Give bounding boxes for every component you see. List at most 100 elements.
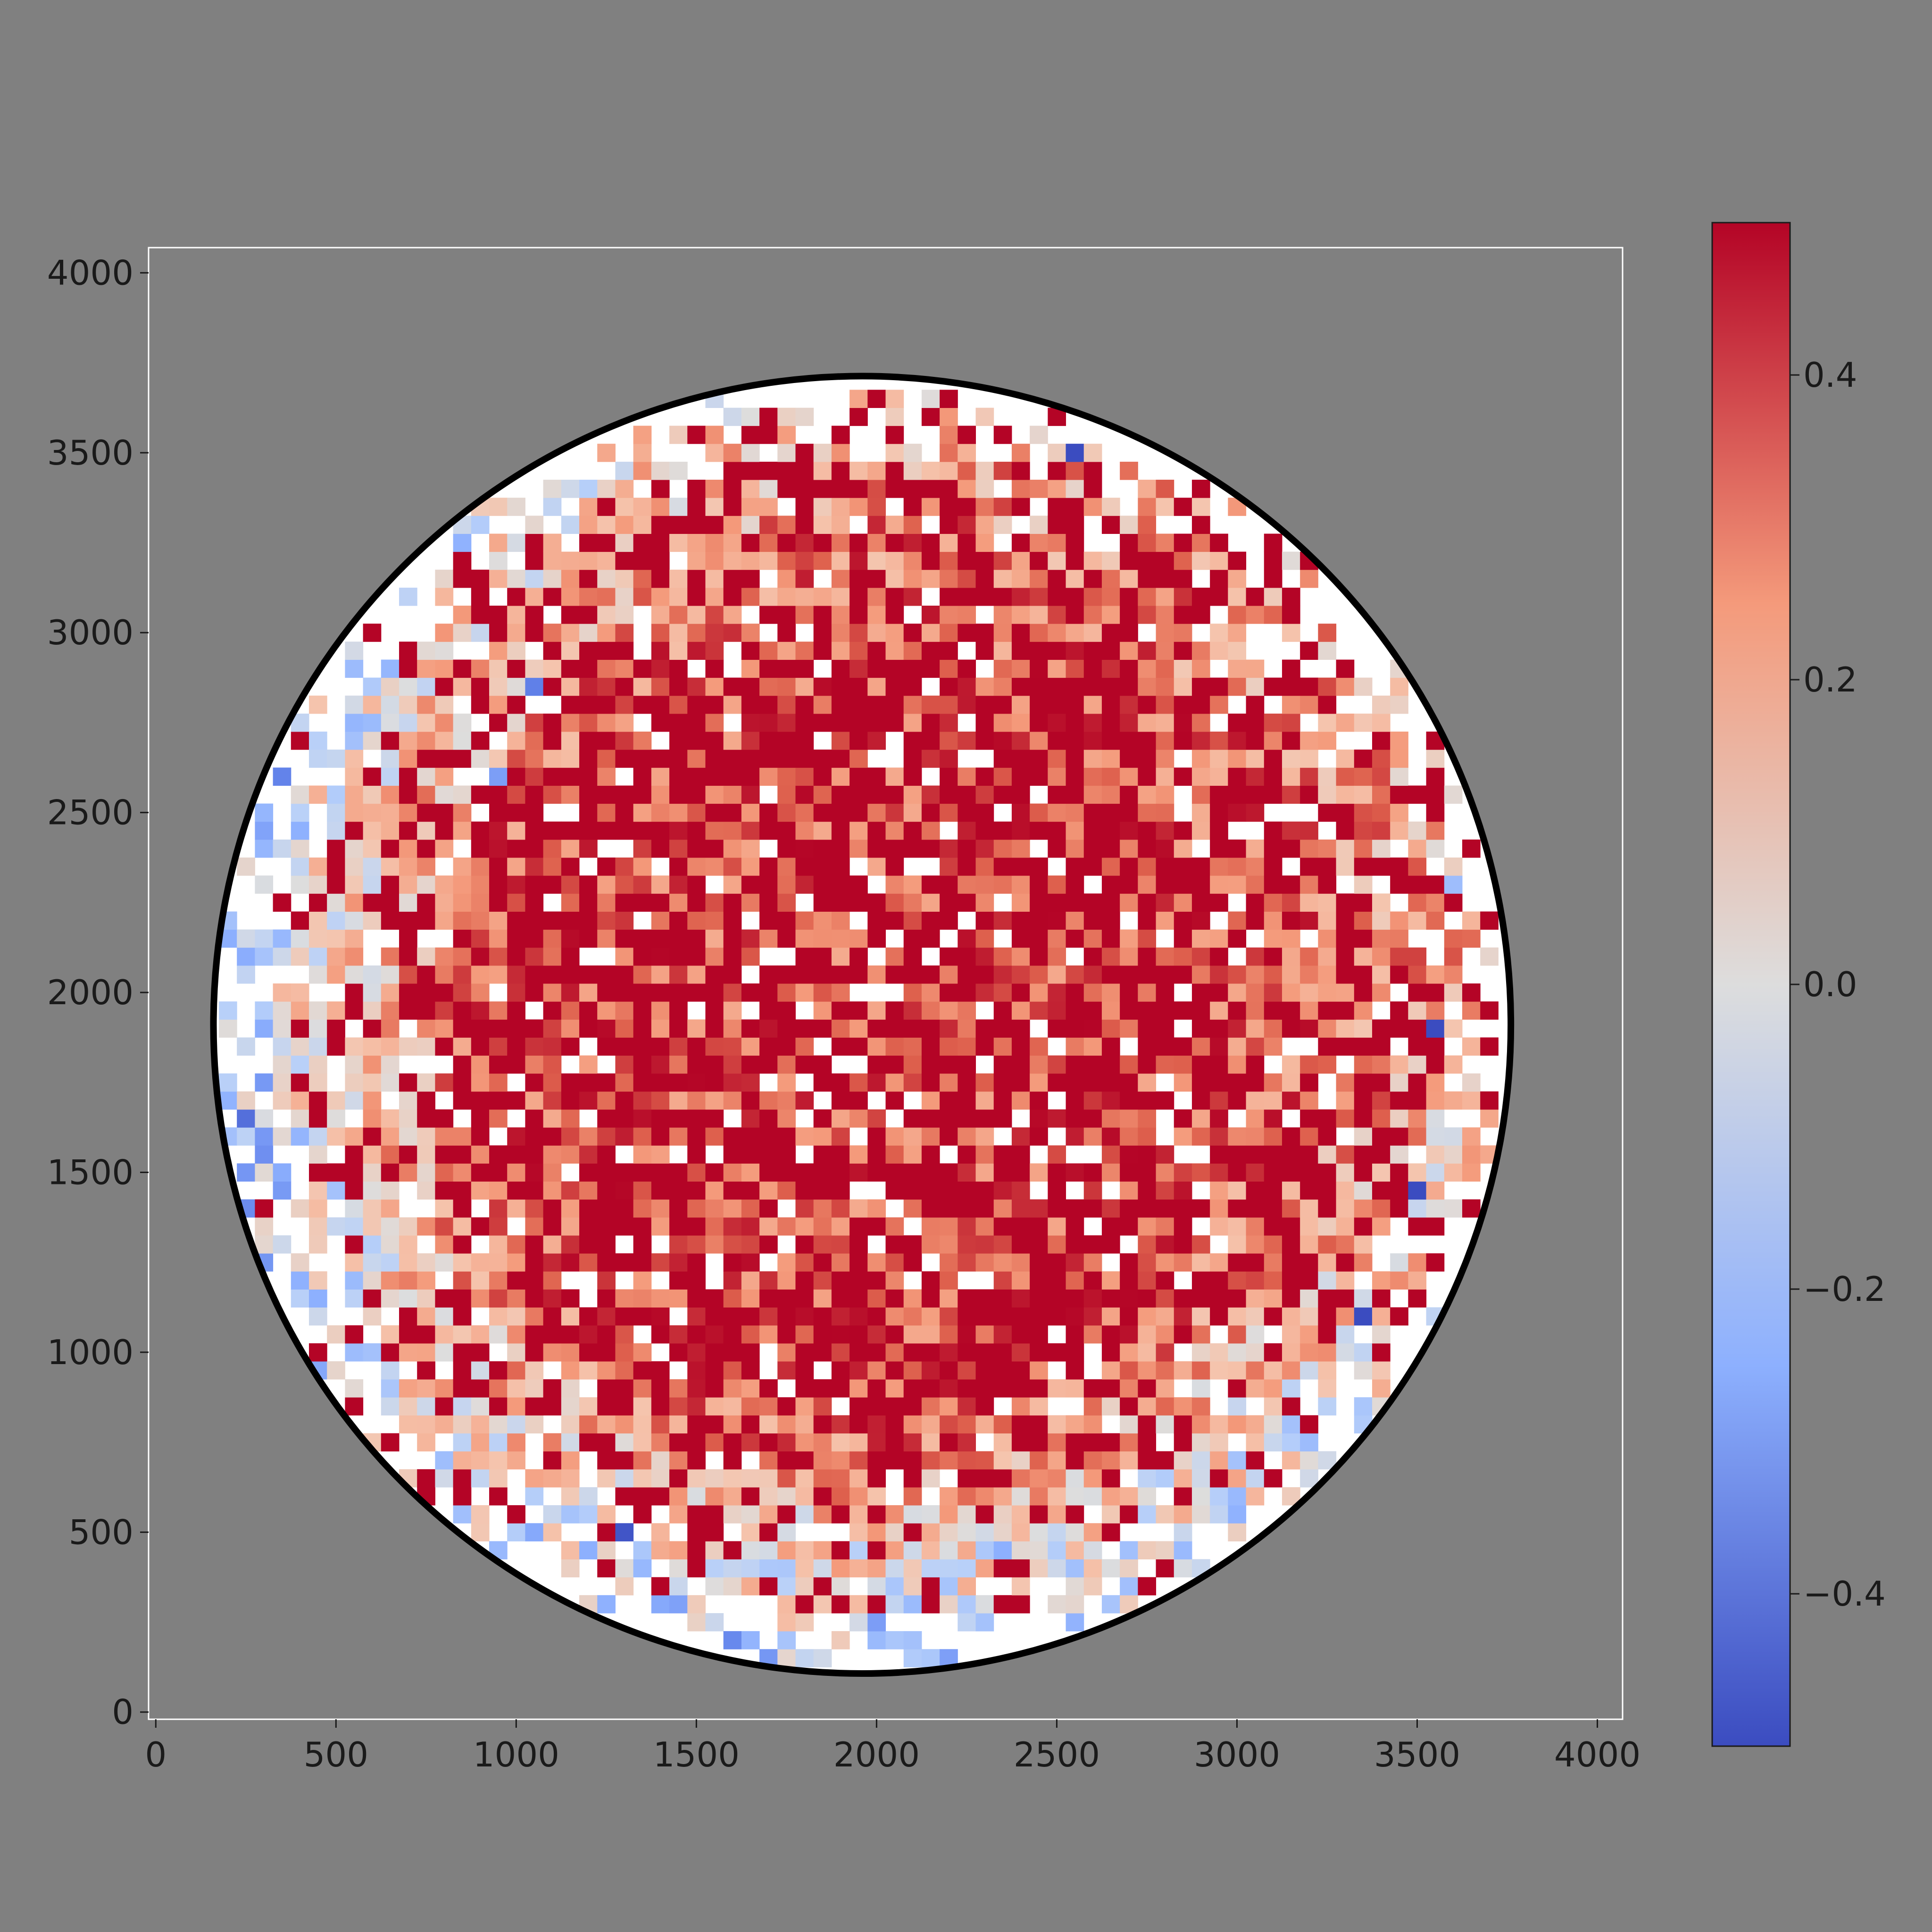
heatmap-cell (525, 624, 544, 642)
heatmap-cell (1048, 641, 1066, 660)
heatmap-cell (741, 1487, 760, 1506)
heatmap-cell (1300, 1073, 1318, 1092)
heatmap-cell (903, 1145, 922, 1164)
heatmap-cell (777, 1541, 796, 1560)
heatmap-cell (993, 516, 1012, 534)
heatmap-cell (1066, 893, 1084, 912)
heatmap-cell (1048, 533, 1066, 552)
heatmap-cell (1120, 821, 1138, 840)
heatmap-cell (1426, 965, 1445, 984)
heatmap-cell (1120, 1109, 1138, 1128)
heatmap-cell (849, 1253, 868, 1272)
heatmap-cell (1372, 785, 1391, 804)
heatmap-cell (435, 767, 454, 786)
heatmap-cell (291, 1037, 309, 1056)
heatmap-cell (579, 1343, 598, 1362)
heatmap-cell (399, 1091, 417, 1110)
heatmap-cell (345, 1397, 364, 1416)
heatmap-cell (975, 1109, 994, 1128)
heatmap-cell (1480, 947, 1499, 966)
heatmap-cell (1191, 821, 1210, 840)
heatmap-cell (867, 569, 886, 588)
heatmap-cell (1228, 1235, 1247, 1254)
heatmap-cell (723, 911, 742, 930)
heatmap-cell (291, 1019, 309, 1038)
heatmap-cell (363, 893, 382, 912)
heatmap-cell (489, 695, 508, 714)
heatmap-cell (723, 1073, 742, 1092)
heatmap-cell (1246, 1253, 1265, 1272)
heatmap-cell (381, 1379, 400, 1398)
heatmap-cell (903, 1361, 922, 1380)
heatmap-cell (489, 1109, 508, 1128)
heatmap-cell (1030, 713, 1048, 732)
heatmap-cell (741, 1163, 760, 1182)
heatmap-cell (687, 1073, 706, 1092)
heatmap-cell (903, 965, 922, 984)
heatmap-cell (417, 1307, 435, 1326)
heatmap-cell (345, 965, 364, 984)
heatmap-cell (399, 965, 417, 984)
heatmap-cell (543, 1091, 562, 1110)
heatmap-cell (1228, 1217, 1247, 1236)
heatmap-cell (669, 516, 688, 534)
heatmap-cell (1408, 875, 1427, 894)
heatmap-cell (1372, 1163, 1391, 1182)
heatmap-cell (669, 785, 688, 804)
heatmap-cell (777, 1361, 796, 1380)
heatmap-cell (1101, 606, 1120, 624)
heatmap-cell (561, 1487, 580, 1506)
heatmap-cell (1264, 785, 1282, 804)
heatmap-cell (1336, 911, 1355, 930)
heatmap-cell (435, 1073, 454, 1092)
heatmap-cell (831, 1073, 850, 1092)
heatmap-cell (417, 1109, 435, 1128)
heatmap-cell (1101, 911, 1120, 930)
heatmap-cell (723, 1235, 742, 1254)
heatmap-cell (1390, 821, 1408, 840)
heatmap-cell (1011, 1271, 1030, 1290)
heatmap-cell (453, 983, 472, 1002)
heatmap-cell (831, 821, 850, 840)
heatmap-cell (453, 1289, 472, 1308)
x-tick-label: 0 (145, 1735, 167, 1774)
heatmap-cell (1354, 713, 1373, 732)
heatmap-cell (327, 1091, 345, 1110)
heatmap-cell (1174, 1469, 1192, 1488)
heatmap-cell (633, 443, 652, 462)
heatmap-cell (507, 1451, 525, 1470)
heatmap-cell (417, 1073, 435, 1092)
heatmap-cell (1083, 641, 1102, 660)
heatmap-cell (453, 1397, 472, 1416)
heatmap-cell (903, 821, 922, 840)
heatmap-cell (1228, 1325, 1247, 1344)
heatmap-cell (1282, 767, 1300, 786)
heatmap-cell (831, 606, 850, 624)
heatmap-cell (1048, 551, 1066, 570)
heatmap-cell (1354, 1397, 1373, 1416)
heatmap-cell (1048, 569, 1066, 588)
heatmap-cell (1066, 1415, 1084, 1434)
heatmap-cell (1191, 875, 1210, 894)
heatmap-cell (831, 1253, 850, 1272)
heatmap-cell (958, 839, 976, 858)
heatmap-cell (453, 785, 472, 804)
heatmap-cell (1120, 929, 1138, 948)
heatmap-cell (1011, 713, 1030, 732)
heatmap-cell (1011, 1379, 1030, 1398)
heatmap-cell (669, 461, 688, 480)
heatmap-cell (723, 1253, 742, 1272)
heatmap-cell (1066, 1559, 1084, 1578)
heatmap-cell (1246, 1163, 1265, 1182)
heatmap-cell (849, 1109, 868, 1128)
heatmap-cell (525, 803, 544, 822)
heatmap-cell (849, 1613, 868, 1632)
heatmap-cell (1246, 1379, 1265, 1398)
heatmap-cell (795, 1253, 814, 1272)
heatmap-cell (705, 947, 724, 966)
heatmap-cell (940, 641, 958, 660)
heatmap-cell (1138, 1199, 1157, 1218)
heatmap-cell (1066, 1217, 1084, 1236)
heatmap-cell (543, 624, 562, 642)
heatmap-cell (705, 911, 724, 930)
